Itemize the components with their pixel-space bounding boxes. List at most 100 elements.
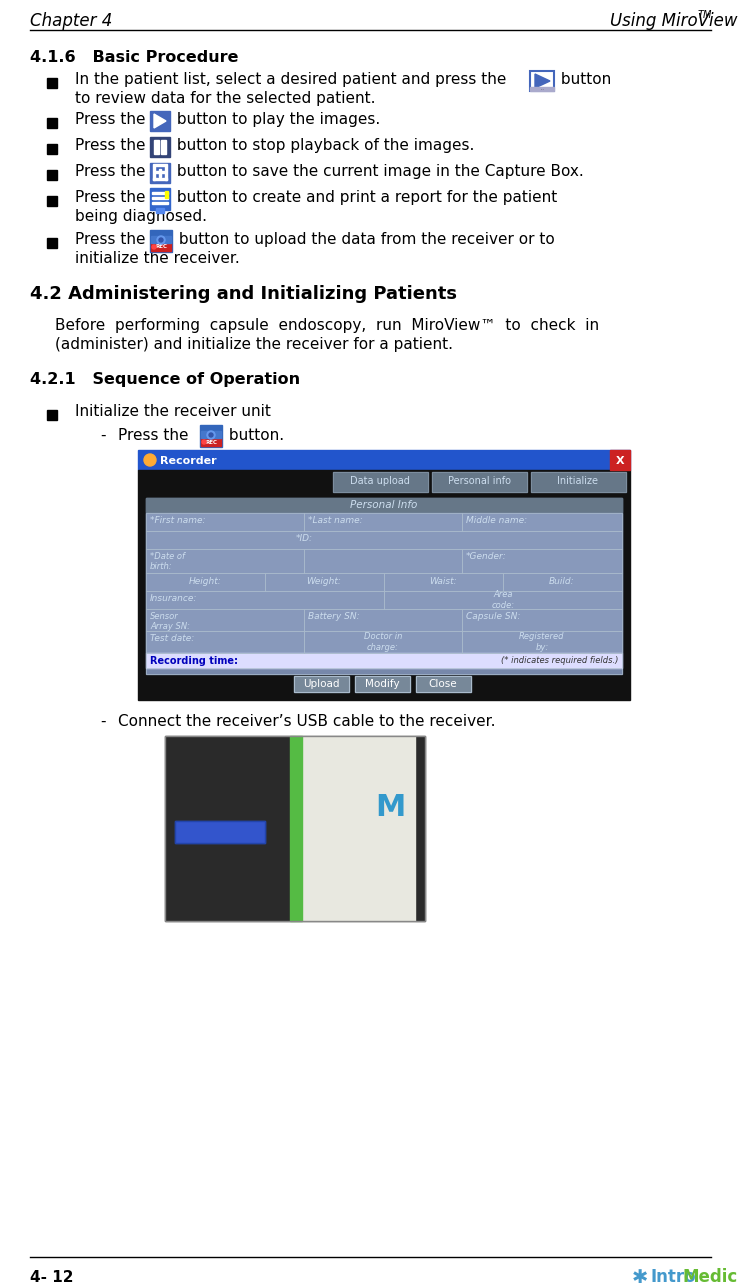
Bar: [503, 573, 622, 591]
Bar: [152, 192, 168, 194]
Bar: [146, 609, 304, 631]
Text: Sensor
Array SN:: Sensor Array SN:: [150, 613, 190, 632]
Text: Modify: Modify: [365, 680, 399, 689]
Bar: [304, 550, 462, 573]
Bar: [146, 498, 622, 512]
Bar: [152, 202, 168, 205]
Text: Upload: Upload: [303, 680, 339, 689]
Bar: [47, 411, 57, 420]
Circle shape: [152, 245, 156, 248]
Bar: [530, 71, 554, 91]
Bar: [161, 140, 166, 154]
Text: (administer) and initialize the receiver for a patient.: (administer) and initialize the receiver…: [55, 337, 453, 353]
Text: *Gender:: *Gender:: [466, 552, 507, 561]
Circle shape: [207, 431, 215, 439]
Bar: [304, 609, 462, 631]
Bar: [47, 144, 57, 154]
Text: Doctor in
charge:: Doctor in charge:: [364, 632, 402, 651]
Text: Close: Close: [429, 680, 457, 689]
Text: button to upload the data from the receiver or to: button to upload the data from the recei…: [174, 232, 555, 247]
Text: button.: button.: [224, 429, 284, 443]
Bar: [355, 676, 410, 692]
Bar: [462, 609, 622, 631]
Text: Weight:: Weight:: [307, 578, 342, 587]
Bar: [265, 573, 384, 591]
Bar: [146, 514, 304, 532]
Bar: [47, 196, 57, 206]
Polygon shape: [535, 73, 550, 88]
Text: button to stop playback of the images.: button to stop playback of the images.: [172, 138, 474, 153]
Text: *ID:: *ID:: [296, 534, 313, 543]
Bar: [462, 514, 622, 532]
Bar: [432, 472, 527, 492]
Bar: [151, 243, 171, 251]
Text: button to save the current image in the Capture Box.: button to save the current image in the …: [172, 163, 584, 179]
Bar: [146, 498, 622, 674]
Bar: [462, 631, 622, 653]
Text: Using MiroView: Using MiroView: [610, 12, 737, 30]
Bar: [146, 653, 622, 668]
Bar: [150, 230, 172, 252]
Text: Data upload: Data upload: [350, 476, 410, 486]
Polygon shape: [165, 190, 168, 198]
Bar: [138, 450, 630, 470]
Text: Build:: Build:: [549, 578, 575, 587]
Text: -: -: [100, 429, 105, 443]
Bar: [294, 676, 349, 692]
Text: to review data for the selected patient.: to review data for the selected patient.: [75, 91, 376, 106]
Bar: [156, 208, 164, 214]
Text: Battery SN:: Battery SN:: [308, 613, 359, 622]
Bar: [355, 676, 410, 692]
Text: M: M: [375, 793, 405, 821]
Bar: [530, 71, 554, 91]
Bar: [146, 573, 265, 591]
Bar: [462, 609, 622, 631]
Bar: [146, 573, 265, 591]
Bar: [153, 178, 167, 180]
Text: initialize the receiver.: initialize the receiver.: [75, 251, 240, 266]
Text: ...: ...: [540, 88, 544, 91]
Text: Press the: Press the: [75, 232, 145, 247]
Bar: [201, 438, 221, 447]
Bar: [531, 472, 626, 492]
Text: 4.2 Administering and Initializing Patients: 4.2 Administering and Initializing Patie…: [30, 284, 457, 302]
Bar: [150, 163, 170, 183]
Text: button to create and print a report for the patient: button to create and print a report for …: [172, 190, 557, 205]
Text: being diagnosed.: being diagnosed.: [75, 208, 207, 224]
Circle shape: [144, 454, 156, 466]
Bar: [294, 676, 349, 692]
Text: Personal Info: Personal Info: [350, 501, 418, 510]
Bar: [304, 514, 462, 532]
Bar: [47, 238, 57, 248]
Bar: [416, 676, 471, 692]
Bar: [304, 631, 462, 653]
Text: Chapter 4: Chapter 4: [30, 12, 113, 30]
Bar: [462, 631, 622, 653]
Bar: [150, 111, 170, 131]
Bar: [146, 550, 304, 573]
Text: Medic: Medic: [682, 1268, 737, 1286]
Text: Press the: Press the: [118, 429, 188, 443]
Text: Press the: Press the: [75, 163, 145, 179]
Bar: [152, 197, 168, 199]
Bar: [138, 470, 630, 700]
Circle shape: [159, 238, 163, 242]
Text: Capsule SN:: Capsule SN:: [466, 613, 520, 622]
Circle shape: [202, 440, 206, 444]
Text: TM: TM: [697, 10, 712, 21]
Text: Press the: Press the: [75, 190, 145, 205]
Bar: [295, 736, 415, 921]
Text: Intro: Intro: [650, 1268, 696, 1286]
Circle shape: [157, 236, 165, 245]
Text: In the patient list, select a desired patient and press the: In the patient list, select a desired pa…: [75, 72, 506, 88]
Text: X: X: [616, 456, 625, 466]
Text: Insurance:: Insurance:: [150, 595, 197, 604]
Bar: [146, 498, 622, 674]
Text: Middle name:: Middle name:: [466, 516, 527, 525]
Text: Before  performing  capsule  endoscopy,  run  MiroView™  to  check  in: Before performing capsule endoscopy, run…: [55, 318, 599, 333]
Bar: [201, 431, 221, 438]
Bar: [153, 163, 167, 166]
Bar: [175, 821, 265, 843]
Text: *First name:: *First name:: [150, 516, 205, 525]
Bar: [200, 425, 222, 447]
